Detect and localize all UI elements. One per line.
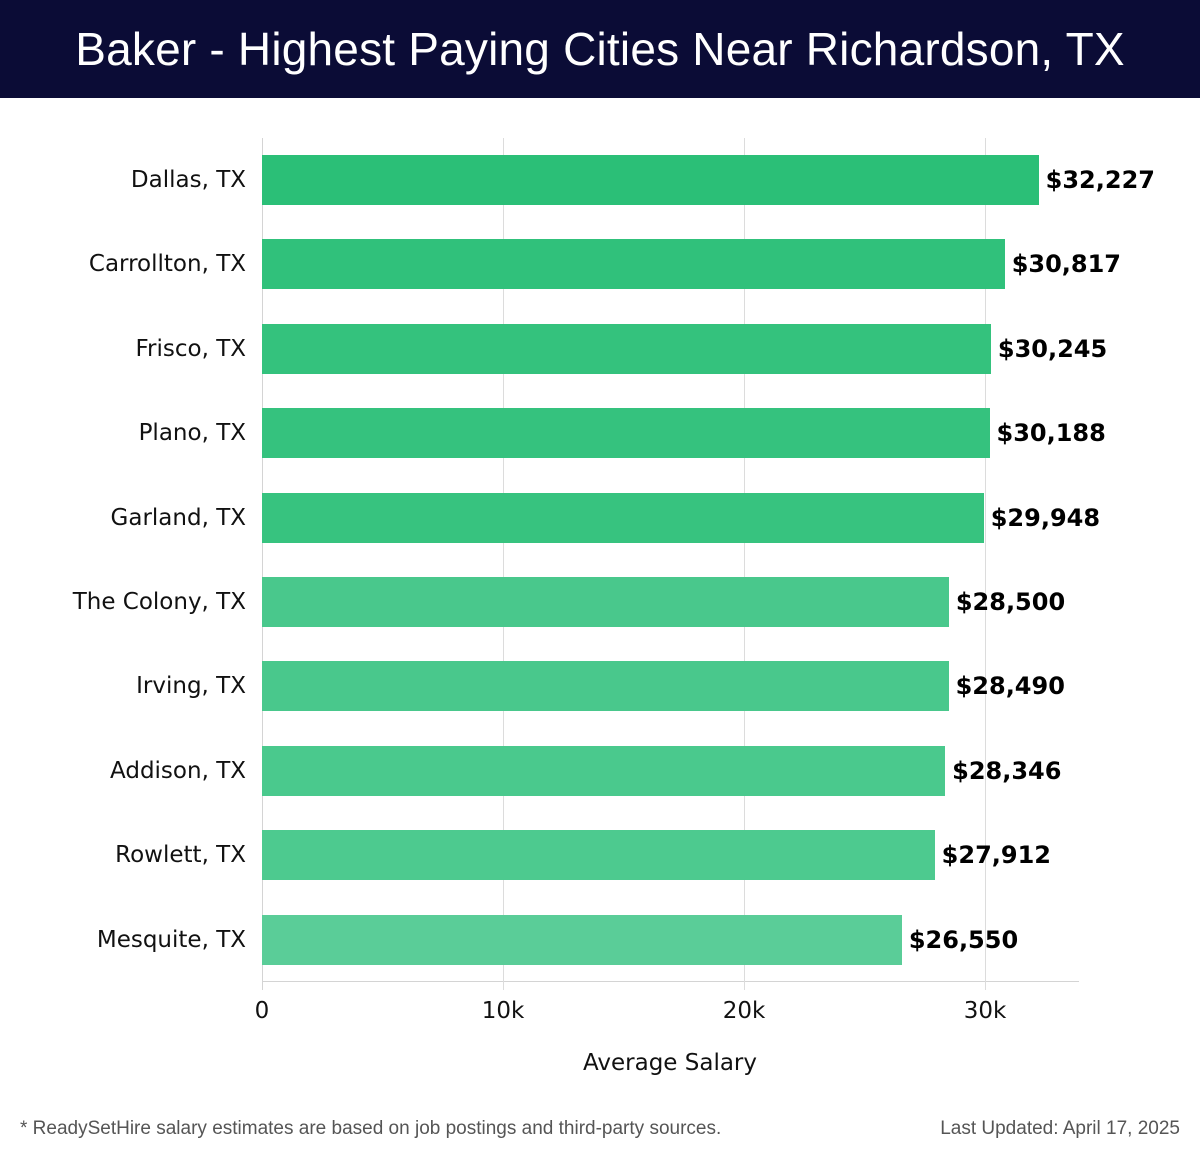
bar xyxy=(262,661,949,712)
plot-area: $32,227 $30,817 $30,245 $30,188 $29,948 $28,5… xyxy=(262,138,1155,990)
bar-value-label: $30,188 xyxy=(996,419,1106,448)
category-label: Rowlett, TX xyxy=(115,842,246,869)
gridline xyxy=(503,138,504,990)
x-tick-label: 30k xyxy=(963,998,1007,1024)
bar-value-label: $28,346 xyxy=(952,756,1062,785)
bar-value-label: $28,500 xyxy=(955,588,1066,616)
bar-value-label: $30,817 xyxy=(1011,250,1121,279)
gridline xyxy=(985,138,986,990)
chart-title: Baker - Highest Paying Cities Near Richa… xyxy=(75,23,1125,75)
bar xyxy=(262,745,946,796)
footer-note: * ReadySetHire salary estimates are base… xyxy=(20,1118,722,1139)
bar xyxy=(262,830,935,881)
category-label: Irving, TX xyxy=(136,673,246,700)
x-tick-label: 20k xyxy=(722,998,766,1024)
bar-value-label: $29,948 xyxy=(990,503,1101,532)
gridline xyxy=(744,138,745,990)
bar-value-label: $32,227 xyxy=(1045,166,1155,194)
category-label: Garland, TX xyxy=(110,504,246,531)
category-label: Carrollton, TX xyxy=(88,251,246,278)
x-tick-label: 0 xyxy=(254,998,270,1024)
category-label: Frisco, TX xyxy=(135,335,246,362)
x-axis-line xyxy=(262,981,1079,982)
bar-value-label: $30,245 xyxy=(997,334,1108,363)
bar-value-label: $26,550 xyxy=(908,925,1019,954)
category-label: The Colony, TX xyxy=(72,589,246,615)
bar xyxy=(262,323,991,374)
x-axis-label: Average Salary xyxy=(582,1050,758,1076)
last-updated: Last Updated: April 17, 2025 xyxy=(940,1118,1180,1139)
bar xyxy=(262,239,1005,290)
bar xyxy=(262,914,902,965)
bar-value-label: $28,490 xyxy=(955,672,1065,701)
y-axis-line xyxy=(262,138,263,990)
x-tick-label: 10k xyxy=(481,998,525,1024)
bar xyxy=(262,577,949,627)
category-label: Addison, TX xyxy=(110,757,246,784)
category-label: Plano, TX xyxy=(138,420,246,447)
bar-value-label: $27,912 xyxy=(941,841,1051,870)
chart-header: Baker - Highest Paying Cities Near Richa… xyxy=(0,0,1200,98)
bar xyxy=(262,155,1039,205)
bar xyxy=(262,408,990,459)
category-label: Dallas, TX xyxy=(130,167,246,193)
category-label: Mesquite, TX xyxy=(96,926,246,953)
bar xyxy=(262,492,984,543)
